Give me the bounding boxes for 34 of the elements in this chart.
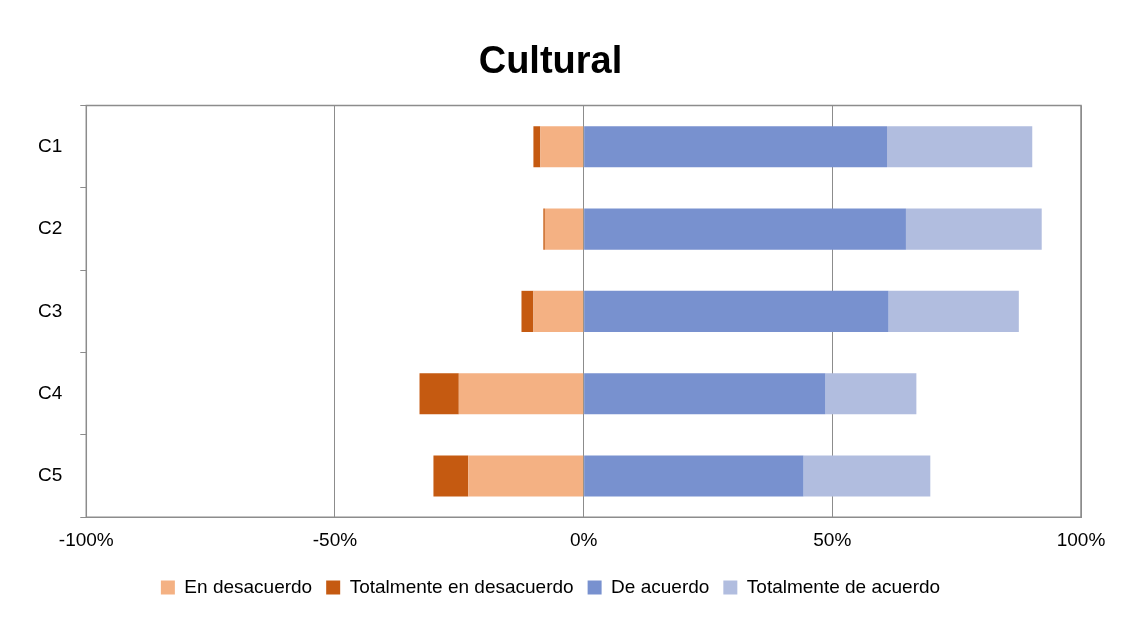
- legend-label: De acuerdo: [611, 575, 710, 597]
- x-tick-label: -50%: [312, 528, 358, 550]
- bar: [540, 126, 584, 168]
- bar: [521, 290, 534, 332]
- x-tick-label: 0%: [569, 528, 598, 550]
- legend-label: Totalmente de acuerdo: [746, 575, 941, 597]
- bar: [533, 290, 584, 332]
- bar: [458, 373, 584, 415]
- bar: [584, 455, 804, 497]
- bar: [888, 290, 1019, 332]
- bar: [433, 455, 469, 497]
- bar: [584, 126, 888, 168]
- bar: [803, 455, 931, 497]
- legend-label: En desacuerdo: [184, 575, 313, 597]
- chart-title: Cultural: [478, 39, 623, 82]
- bar: [533, 126, 541, 168]
- bar: [468, 455, 584, 497]
- y-tick-label: C2: [37, 217, 63, 239]
- x-tick-label: 100%: [1056, 528, 1106, 550]
- bar: [584, 290, 889, 332]
- y-tick-label: C5: [37, 464, 63, 486]
- legend-label: Totalmente en desacuerdo: [349, 575, 574, 597]
- bar: [584, 208, 906, 250]
- y-tick-label: C1: [37, 134, 63, 156]
- bar: [419, 373, 459, 415]
- bar: [584, 373, 826, 415]
- y-tick-label: C3: [37, 299, 63, 321]
- y-tick-label: C4: [37, 381, 63, 403]
- bar: [887, 126, 1033, 168]
- bar: [825, 373, 917, 415]
- bar: [544, 208, 584, 250]
- x-tick-label: 50%: [813, 528, 852, 550]
- bar: [905, 208, 1042, 250]
- x-tick-label: -100%: [58, 528, 114, 550]
